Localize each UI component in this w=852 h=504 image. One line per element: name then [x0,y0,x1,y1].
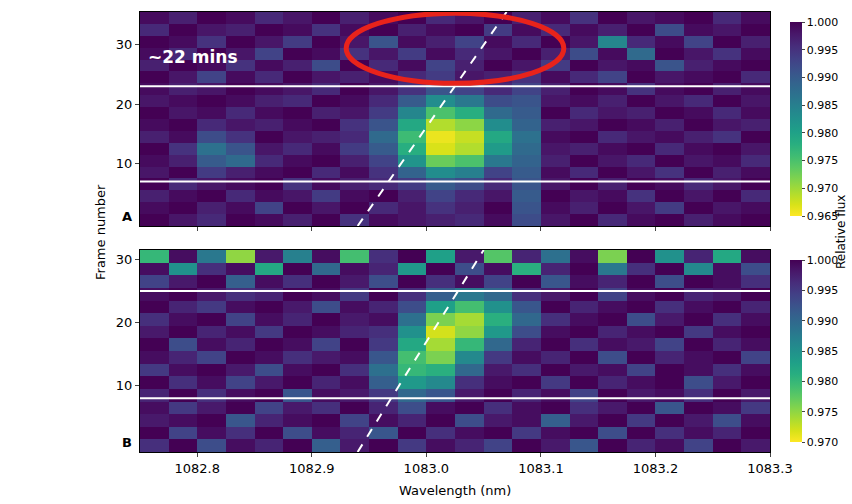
svg-text:Relative flux: Relative flux [834,195,848,269]
svg-text:Frame number: Frame number [93,184,108,280]
svg-text:B: B [122,435,132,450]
svg-text:1.000: 1.000 [807,254,839,267]
svg-text:10: 10 [116,378,133,393]
svg-text:0.980: 0.980 [807,127,839,140]
svg-text:30: 30 [116,252,133,267]
svg-text:30: 30 [116,37,133,52]
svg-text:0.985: 0.985 [807,99,839,112]
svg-text:0.995: 0.995 [807,44,839,57]
svg-text:1083.3: 1083.3 [747,461,793,476]
svg-text:10: 10 [116,156,133,171]
svg-text:0.965: 0.965 [807,210,839,223]
svg-text:20: 20 [116,97,133,112]
svg-text:0.970: 0.970 [807,182,839,195]
svg-text:0.995: 0.995 [807,284,839,297]
svg-text:0.980: 0.980 [807,375,839,388]
svg-text:0.975: 0.975 [807,154,839,167]
svg-text:1.000: 1.000 [807,16,839,29]
svg-text:1082.8: 1082.8 [175,461,221,476]
svg-text:0.990: 0.990 [807,71,839,84]
svg-text:1082.9: 1082.9 [289,461,335,476]
svg-text:A: A [122,209,132,224]
svg-text:1083.1: 1083.1 [518,461,564,476]
svg-text:0.975: 0.975 [807,406,839,419]
svg-text:0.990: 0.990 [807,315,839,328]
svg-text:0.970: 0.970 [807,436,839,449]
svg-text:0.985: 0.985 [807,345,839,358]
svg-text:Wavelength (nm): Wavelength (nm) [399,483,511,498]
svg-text:1083.2: 1083.2 [633,461,679,476]
svg-text:20: 20 [116,315,133,330]
svg-text:~22 mins: ~22 mins [148,47,238,67]
svg-text:1083.0: 1083.0 [404,461,450,476]
